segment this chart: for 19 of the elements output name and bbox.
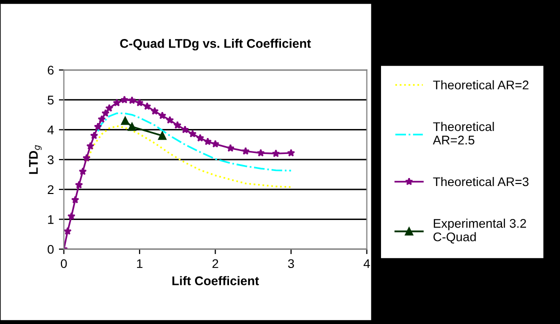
x-tick-label: 3 <box>288 259 294 268</box>
legend-label: Theoretical AR=2 <box>433 80 528 90</box>
x-axis-title: Lift Coefficient <box>172 276 259 286</box>
x-tick-label: 1 <box>137 259 142 268</box>
legend-label: Experimental 3.2 C-Quad <box>433 218 526 244</box>
x-tick-label: 0 <box>60 259 67 268</box>
y-tick-label: 2 <box>48 185 54 194</box>
y-tick-label: 3 <box>48 155 54 164</box>
y-tick-label: 4 <box>47 126 54 134</box>
y-tick-label: 6 <box>48 66 54 75</box>
legend-label: Theoretical AR=3 <box>433 177 529 186</box>
y-tick-label: 0 <box>48 244 54 254</box>
x-tick-label: 4 <box>364 259 370 268</box>
y-tick-label: 1 <box>48 215 54 224</box>
y-axis-title: LTD$_{g}$ <box>29 145 42 174</box>
x-tick-label: 2 <box>212 259 218 268</box>
y-tick-label: 5 <box>48 96 54 104</box>
chart-title: C-Quad LTDg vs. Lift Coefficient <box>120 38 311 50</box>
legend-label: Theoretical AR=2.5 <box>432 122 494 145</box>
